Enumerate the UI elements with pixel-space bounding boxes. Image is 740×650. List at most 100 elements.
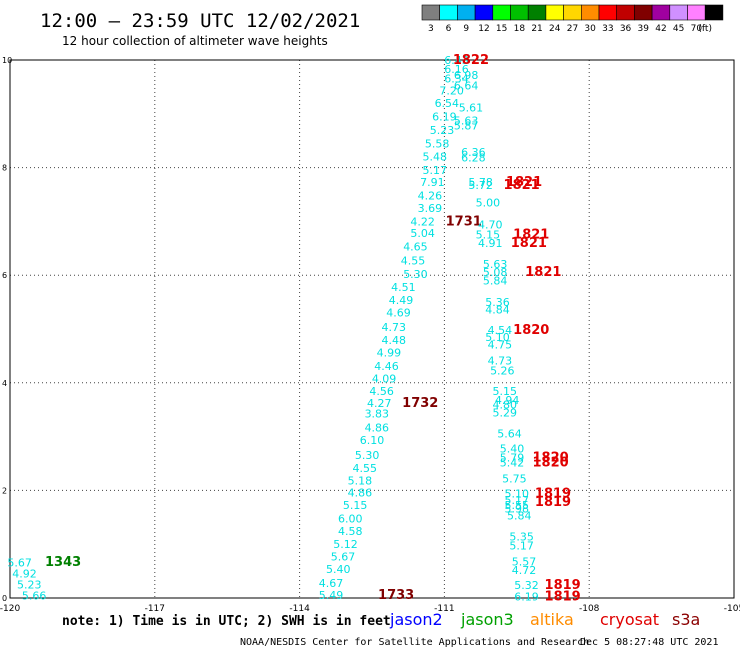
wave-height-label: 5.30 — [355, 449, 380, 462]
color-swatch-label: 15 — [496, 24, 507, 34]
wave-height-label: 4.80 — [492, 398, 517, 411]
color-swatch-label: 9 — [463, 24, 469, 34]
wave-height-label: 4.73 — [488, 355, 513, 368]
wave-height-label: 5.55 — [505, 499, 530, 512]
time-label: 1821 — [525, 265, 561, 280]
wave-height-label: 5.61 — [459, 101, 484, 114]
wave-height-label: 5.00 — [476, 197, 501, 210]
color-swatch-label: 24 — [549, 24, 561, 34]
color-swatch-label: 18 — [514, 24, 526, 34]
wave-height-label: 5.67 — [7, 556, 32, 569]
wave-height-label: 4.86 — [348, 487, 373, 500]
wave-height-label: 5.58 — [425, 137, 450, 150]
wave-height-label: 5.15 — [343, 499, 368, 512]
wave-height-label: 5.15 — [492, 385, 517, 398]
wave-height-label: 5.12 — [333, 538, 358, 551]
wave-height-label: 6.98 — [454, 69, 479, 82]
wave-height-label: 4.55 — [353, 462, 378, 475]
wave-height-label: 4.92 — [12, 567, 37, 580]
wave-height-label: 3.83 — [365, 407, 390, 420]
time-label: 1819 — [545, 578, 581, 593]
color-swatch-label: 36 — [620, 24, 632, 34]
x-tick-label: -105 — [724, 604, 740, 614]
wave-height-label: 4.54 — [488, 324, 513, 337]
wave-height-label: 6.19 — [514, 590, 539, 603]
wave-height-label: 5.84 — [483, 275, 508, 288]
color-swatch — [580, 4, 600, 21]
wave-height-label: 5.17 — [422, 164, 447, 177]
wave-height-label: 6.19 — [432, 110, 457, 123]
wave-height-label: 5.23 — [430, 124, 455, 137]
y-tick-label: 6 — [2, 271, 7, 280]
wave-height-label: 5.84 — [507, 510, 532, 523]
wave-height-label: 4.94 — [495, 394, 520, 407]
axis-ticks: -120 -117 -114 -111 -108 -105 0 2 4 6 8 10 — [0, 56, 740, 614]
color-swatch-label: 27 — [567, 24, 578, 34]
wave-height-label: 4.26 — [418, 190, 443, 203]
time-label: 1731 — [446, 214, 482, 229]
wave-height-label: 5.42 — [500, 456, 525, 469]
wave-height-label: 5.08 — [483, 266, 508, 279]
wave-height-label: 5.49 — [319, 589, 344, 602]
color-swatch — [457, 4, 476, 21]
time-label: 1819 — [545, 589, 581, 604]
wave-height-label: 6.43 — [444, 54, 469, 67]
wave-height-label: 5.87 — [454, 120, 479, 133]
time-label: 1822 — [453, 53, 489, 68]
wave-height-label: 5.57 — [512, 555, 537, 568]
color-swatch — [510, 4, 529, 21]
wave-height-label: 5.30 — [403, 268, 428, 281]
color-swatch — [474, 4, 494, 21]
wave-height-label: 6.54 — [435, 97, 460, 110]
wave-height-label: 5.75 — [502, 473, 527, 486]
x-tick-label: -111 — [434, 604, 454, 614]
wave-height-label: 4.75 — [488, 339, 513, 352]
wave-height-label: 7.91 — [420, 176, 445, 189]
wave-height-label: 4.67 — [319, 577, 344, 590]
color-scale-unit: (ft) — [698, 24, 712, 34]
color-swatch-label: 12 — [478, 24, 489, 34]
color-swatch — [687, 4, 706, 21]
wave-height-label: 4.51 — [391, 281, 416, 294]
time-label: 1343 — [45, 555, 81, 570]
wave-height-label: 5.18 — [348, 475, 373, 488]
x-tick-label: -120 — [0, 604, 20, 614]
wave-height-label: 4.65 — [403, 241, 428, 254]
color-swatch — [439, 4, 458, 21]
y-tick-label: 8 — [2, 164, 7, 173]
wave-height-label: 6.34 — [444, 72, 469, 85]
mission-label: jason2 — [389, 610, 443, 629]
wave-height-label: 5.36 — [485, 296, 510, 309]
time-label: 1820 — [532, 451, 568, 466]
wave-height-label: 5.72 — [468, 179, 493, 192]
wave-height-label: 5.64 — [497, 427, 522, 440]
wave-height-label: 6.36 — [461, 146, 486, 159]
wave-height-label: 5.67 — [331, 551, 356, 564]
wave-height-label: 4.27 — [367, 397, 392, 410]
color-swatch — [563, 4, 582, 21]
color-swatch — [421, 4, 441, 21]
mission-label: altika — [530, 610, 574, 629]
chart-title: 12:00 – 23:59 UTC 12/02/2021 — [40, 10, 360, 32]
y-tick-label: 4 — [2, 379, 7, 388]
footer-credit: NOAA/NESDIS Center for Satellite Applica… — [240, 637, 589, 648]
wave-height-label: 5.35 — [509, 531, 534, 544]
wave-height-label: 4.09 — [372, 372, 397, 385]
wave-height-label: 4.73 — [381, 321, 406, 334]
wave-height-label: 6.16 — [444, 63, 469, 76]
wave-height-label: 4.99 — [377, 347, 402, 360]
wave-height-label: 4.69 — [386, 306, 411, 319]
mission-label: jason3 — [460, 610, 514, 629]
time-label: 1819 — [535, 495, 571, 510]
wave-height-label: 5.63 — [483, 258, 508, 271]
color-swatch-label: 30 — [584, 24, 596, 34]
time-label: 1733 — [378, 588, 414, 603]
wave-height-label: 4.49 — [389, 294, 414, 307]
time-label: 1819 — [535, 487, 571, 502]
footer-timestamp: Dec 5 08:27:48 UTC 2021 — [580, 637, 718, 648]
wave-height-label: 4.91 — [478, 237, 503, 250]
wave-height-label: 6.10 — [360, 434, 385, 447]
wave-height-label: 3.69 — [418, 202, 443, 215]
wave-height-label: 6.64 — [454, 79, 479, 92]
